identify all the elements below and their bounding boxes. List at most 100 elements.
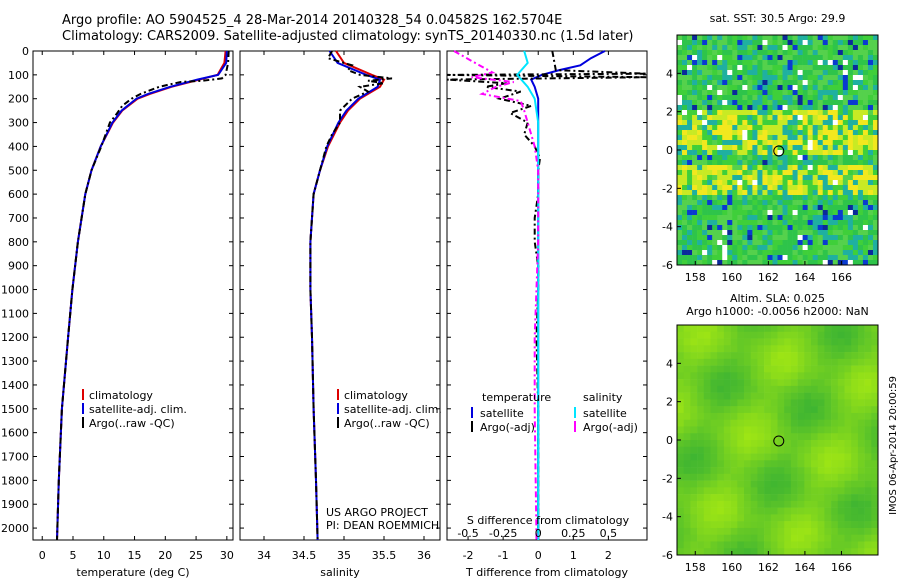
sst-cell bbox=[827, 140, 834, 146]
sst-cell bbox=[757, 60, 763, 66]
sla-cell bbox=[804, 494, 812, 502]
sst-cell bbox=[822, 120, 829, 126]
sst-cell bbox=[867, 180, 874, 186]
sst-cell bbox=[862, 230, 869, 236]
sst-cell bbox=[677, 55, 683, 61]
figure-title-line2: Climatology: CARS2009. Satellite-adjuste… bbox=[62, 29, 634, 44]
sst-cell bbox=[812, 120, 818, 126]
sla-cell bbox=[871, 527, 879, 535]
sst-cell bbox=[867, 65, 874, 71]
sst-cell bbox=[842, 150, 849, 156]
sst-cell bbox=[782, 85, 788, 91]
sst-cell bbox=[707, 145, 713, 151]
sst-cell bbox=[847, 140, 854, 146]
sst-cell bbox=[862, 250, 869, 256]
sla-cell bbox=[797, 548, 805, 556]
sst-cell bbox=[747, 130, 753, 136]
sst-cell bbox=[727, 110, 733, 116]
sst-cell bbox=[847, 175, 854, 181]
sst-cell bbox=[682, 245, 688, 251]
sla-cell bbox=[804, 487, 812, 495]
sst-cell bbox=[822, 145, 829, 151]
sla-cell bbox=[683, 433, 691, 441]
x-tick-label: 164 bbox=[794, 271, 815, 284]
sst-cell bbox=[817, 255, 824, 261]
sst-cell bbox=[697, 60, 703, 66]
sla-cell bbox=[857, 446, 865, 454]
sst-cell bbox=[812, 55, 818, 61]
sst-cell bbox=[722, 150, 728, 156]
sla-cell bbox=[837, 440, 845, 448]
sst-cell bbox=[727, 260, 733, 266]
sst-cell bbox=[792, 135, 798, 141]
sst-cell bbox=[702, 45, 708, 51]
sla-cell bbox=[710, 514, 718, 522]
sst-cell bbox=[837, 150, 844, 156]
sst-cell bbox=[702, 35, 708, 41]
sst-cell bbox=[857, 125, 864, 131]
sla-cell bbox=[683, 419, 691, 427]
sst-cell bbox=[707, 50, 713, 56]
sst-cell bbox=[682, 90, 688, 96]
sst-cell bbox=[782, 130, 788, 136]
sst-cell bbox=[827, 145, 834, 151]
sst-cell bbox=[737, 190, 743, 196]
sst-cell bbox=[702, 145, 708, 151]
sla-cell bbox=[871, 440, 879, 448]
sla-cell bbox=[723, 385, 731, 393]
sst-cell bbox=[697, 40, 703, 46]
sla-cell bbox=[857, 433, 865, 441]
sla-cell bbox=[811, 500, 818, 508]
sst-cell bbox=[867, 175, 874, 181]
sst-cell bbox=[747, 215, 753, 221]
sla-cell bbox=[831, 345, 839, 353]
sla-cell bbox=[851, 548, 859, 556]
sla-cell bbox=[677, 534, 684, 542]
sst-cell bbox=[762, 205, 768, 211]
sst-cell bbox=[717, 110, 723, 116]
sst-cell bbox=[677, 100, 683, 106]
sst-cell bbox=[837, 80, 844, 86]
sst-cell bbox=[737, 55, 743, 61]
sst-cell bbox=[757, 135, 763, 141]
sla-cell bbox=[824, 487, 832, 495]
sla-cell bbox=[757, 372, 765, 380]
sst-cell bbox=[842, 240, 849, 246]
sla-cell bbox=[851, 426, 859, 434]
sst-cell bbox=[807, 80, 813, 86]
sst-cell bbox=[767, 150, 773, 156]
sst-cell bbox=[827, 185, 834, 191]
sla-cell bbox=[871, 453, 879, 461]
sst-cell bbox=[817, 35, 824, 41]
sst-cell bbox=[867, 220, 874, 226]
sst-cell bbox=[712, 135, 718, 141]
sst-cell bbox=[742, 245, 748, 251]
sst-cell bbox=[717, 185, 723, 191]
sst-cell bbox=[682, 155, 688, 161]
sla-cell bbox=[703, 345, 711, 353]
sst-cell bbox=[767, 55, 773, 61]
sla-cell bbox=[851, 352, 859, 360]
sla-cell bbox=[723, 534, 731, 542]
sla-cell bbox=[744, 521, 751, 529]
sst-cell bbox=[787, 60, 793, 66]
sst-cell bbox=[707, 100, 713, 106]
sst-cell bbox=[737, 215, 743, 221]
sst-cell bbox=[837, 205, 844, 211]
sst-cell bbox=[717, 205, 723, 211]
sst-cell bbox=[842, 220, 849, 226]
sst-cell bbox=[747, 165, 753, 171]
top-x-axis-label: S difference from climatology bbox=[467, 514, 630, 527]
sla-cell bbox=[777, 507, 785, 515]
sst-cell bbox=[787, 250, 793, 256]
sst-cell bbox=[702, 170, 708, 176]
sla-cell bbox=[831, 514, 839, 522]
sla-cell bbox=[831, 500, 839, 508]
sst-cell bbox=[712, 75, 718, 81]
sst-cell bbox=[767, 210, 773, 216]
sst-cell bbox=[682, 180, 688, 186]
sla-cell bbox=[757, 399, 765, 407]
sla-cell bbox=[744, 399, 751, 407]
sla-cell bbox=[764, 541, 772, 549]
sst-cell bbox=[752, 40, 758, 46]
